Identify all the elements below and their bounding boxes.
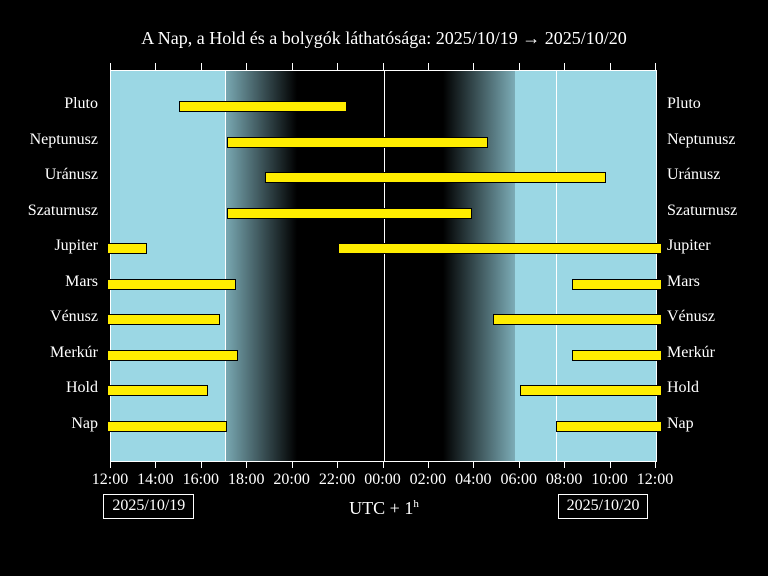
y-label-right: Hold [667,379,699,397]
x-tick [473,63,474,70]
visibility-bar [107,279,236,290]
x-tick-label: 06:00 [501,471,537,489]
y-label-left: Pluto [0,95,98,113]
x-tick-label: 12:00 [637,471,673,489]
x-tick-label: 04:00 [455,471,491,489]
twilight-gradient [443,71,534,461]
guide-line [384,71,385,461]
visibility-bar [572,350,662,361]
x-tick [246,461,247,468]
x-tick-label: 10:00 [591,471,627,489]
x-tick [473,461,474,468]
y-label-left: Szaturnusz [0,202,98,220]
x-tick [155,63,156,70]
x-tick [110,63,111,70]
visibility-bar [338,243,662,254]
twilight-gradient [206,71,297,461]
y-label-left: Nap [0,415,98,433]
y-label-right: Vénusz [667,308,715,326]
x-tick-label: 00:00 [364,471,400,489]
y-label-right: Pluto [667,95,701,113]
x-tick-label: 20:00 [273,471,309,489]
x-tick [337,63,338,70]
y-label-right: Jupiter [667,237,711,255]
visibility-bar [493,314,663,325]
x-tick [564,461,565,468]
visibility-bar [107,350,238,361]
x-tick-label: 14:00 [137,471,173,489]
visibility-bar [107,314,220,325]
x-tick-label: 16:00 [183,471,219,489]
x-tick-label: 18:00 [228,471,264,489]
date-to-box: 2025/10/20 [558,494,649,519]
x-tick [246,63,247,70]
x-tick [564,63,565,70]
x-tick-label: 22:00 [319,471,355,489]
y-label-right: Mars [667,273,700,291]
x-tick [110,461,111,468]
x-tick [610,461,611,468]
y-label-right: Neptunusz [667,131,735,149]
x-tick [337,461,338,468]
x-tick-label: 02:00 [410,471,446,489]
y-label-left: Uránusz [0,166,98,184]
x-tick [383,461,384,468]
x-tick [292,63,293,70]
chart-container: A Nap, a Hold és a bolygók láthatósága: … [0,0,768,576]
visibility-bar [227,137,488,148]
plot-area [110,70,657,462]
y-label-right: Uránusz [667,166,720,184]
y-label-left: Mars [0,273,98,291]
y-label-left: Merkúr [0,344,98,362]
y-label-right: Szaturnusz [667,202,737,220]
x-tick [292,461,293,468]
y-label-right: Merkúr [667,344,715,362]
visibility-bar [520,385,662,396]
visibility-bar [227,208,472,219]
x-tick [155,461,156,468]
x-tick [519,63,520,70]
y-label-left: Neptunusz [0,131,98,149]
y-label-left: Hold [0,379,98,397]
y-label-left: Jupiter [0,237,98,255]
x-tick-label: 12:00 [92,471,128,489]
visibility-bar [107,421,227,432]
x-tick [655,461,656,468]
x-tick [428,63,429,70]
visibility-bar [572,279,662,290]
visibility-bar [107,385,208,396]
x-tick [610,63,611,70]
visibility-bar [556,421,662,432]
x-tick [519,461,520,468]
visibility-bar [107,243,147,254]
x-tick [655,63,656,70]
y-label-right: Nap [667,415,694,433]
date-from-box: 2025/10/19 [103,494,194,519]
x-tick [383,63,384,70]
visibility-bar [265,172,605,183]
guide-line [225,71,226,461]
y-label-left: Vénusz [0,308,98,326]
x-tick [428,461,429,468]
x-tick [201,461,202,468]
x-tick-label: 08:00 [546,471,582,489]
day-band [515,71,656,461]
x-tick [201,63,202,70]
guide-line [556,71,557,461]
chart-title: A Nap, a Hold és a bolygók láthatósága: … [0,28,768,49]
visibility-bar [179,101,347,112]
